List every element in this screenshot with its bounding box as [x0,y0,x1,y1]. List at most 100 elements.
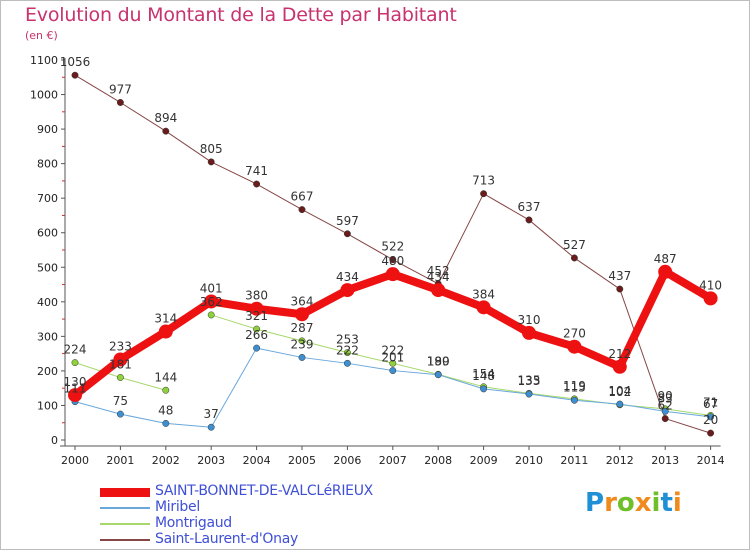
data-label: 266 [245,328,268,342]
data-point [116,99,124,106]
series-line-segment [343,270,397,295]
data-point [253,325,261,333]
proxiti-logo: Proxiti [585,488,682,518]
series-line-segment [301,340,348,354]
data-label: 452 [427,264,450,278]
data-point [116,374,124,381]
series-line-segment [437,374,485,390]
x-tick-label: 2002 [152,454,180,467]
data-point [389,367,397,375]
series-line-segment [165,422,212,428]
logo-letter: r [604,488,617,518]
series-line-segment [346,233,394,261]
series-line-segment [664,418,712,434]
data-point [298,206,306,214]
data-point [431,283,446,298]
series-line-segment [619,403,666,412]
y-tick-label: 600 [37,227,58,240]
data-label: 224 [64,343,87,357]
series-line-segment [256,328,303,342]
x-tick-label: 2000 [61,454,89,467]
logo-letter: i [672,488,682,518]
series-line-segment [252,304,306,319]
data-label: 894 [154,111,177,125]
legend-swatch [100,523,150,525]
data-point [68,388,82,403]
series-1 [71,344,715,431]
series-line-segment [661,267,715,303]
y-tick-label: 500 [37,261,58,274]
data-label: 190 [427,354,450,368]
legend-swatch [100,488,150,497]
y-tick-label: 200 [37,365,58,378]
data-label: 20 [703,413,718,427]
series-line-segment [207,297,261,313]
data-label: 637 [518,200,541,214]
data-label: 434 [336,270,359,284]
series-line-segment [210,314,258,330]
logo-letter: P [585,488,605,518]
data-point [525,216,533,224]
data-label: 83 [658,391,673,405]
data-label: 977 [109,82,132,96]
data-point [522,325,536,340]
series-line-segment [479,303,533,337]
data-label: 62 [658,399,673,413]
data-label: 310 [518,313,541,327]
data-point [207,423,215,431]
data-point [207,158,215,166]
chart-title: Evolution du Montant de la Dette par Hab… [25,4,457,26]
data-label: 115 [563,380,586,394]
y-tick-label: 100 [37,399,58,412]
series-3 [71,71,715,437]
series-line-segment [528,393,575,401]
data-point [616,285,624,293]
series-line-segment [434,286,488,312]
y-tick-label: 300 [37,330,58,343]
x-tick-label: 2010 [515,454,543,467]
data-point [343,359,351,367]
data-label: 253 [336,333,359,347]
series-line-segment [256,347,303,358]
data-label: 270 [563,327,586,341]
series-line-segment [74,362,121,378]
series-line-segment [210,161,258,185]
data-label: 321 [245,309,268,323]
series-0 [68,264,718,403]
data-label: 144 [154,370,177,384]
data-label: 189 [427,355,450,369]
series-line-segment [392,362,439,375]
data-point [158,324,173,339]
legend-swatch [100,507,150,509]
data-point [707,429,715,437]
data-point [480,385,488,393]
series-line-segment [528,392,575,400]
data-point [207,311,215,319]
data-label: 384 [472,287,495,301]
y-tick-label: 700 [37,192,58,205]
data-label: 713 [472,174,495,188]
data-point [612,359,627,374]
x-tick-label: 2004 [243,454,271,467]
legend-label: SAINT-BONNET-DE-VALCLéRIEUX [155,483,373,499]
series-line-segment [573,257,621,290]
data-label: 212 [608,347,631,361]
chart-subtitle: (en €) [25,29,58,42]
y-tick-label: 800 [37,158,58,171]
data-point [249,301,264,316]
data-label: 410 [699,278,722,292]
x-tick-label: 2009 [470,454,498,467]
y-tick-label: 1000 [30,89,58,102]
x-tick-label: 2003 [197,454,225,467]
series-line-segment [74,74,121,103]
data-label: 487 [654,252,677,266]
data-label: 102 [608,385,631,399]
series-line-segment [615,267,670,371]
x-tick-label: 2011 [560,454,588,467]
series-line-segment [298,286,352,319]
data-label: 90 [658,389,673,403]
data-label: 522 [381,240,404,254]
data-point [162,419,170,427]
data-label: 362 [200,295,223,309]
data-label: 741 [245,164,268,178]
